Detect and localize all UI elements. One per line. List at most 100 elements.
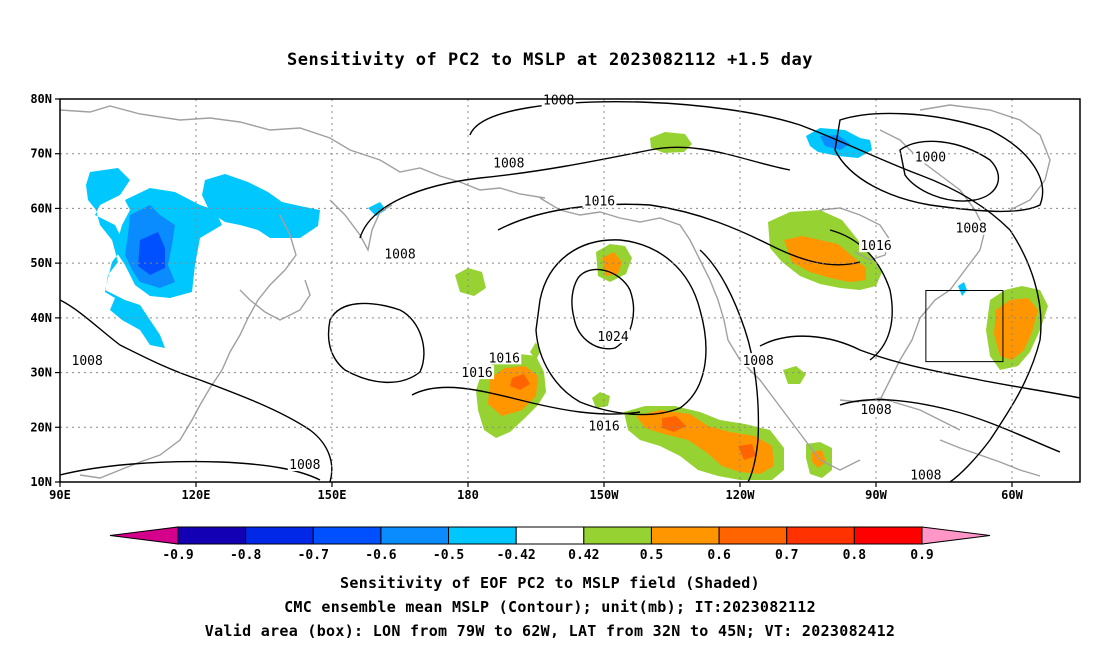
mslp-contours — [60, 101, 1080, 482]
colorbar-low-extension — [109, 526, 179, 545]
contour-label: 1008 — [384, 247, 415, 262]
contour-label-bg — [913, 149, 948, 164]
colorbar-segment — [515, 526, 585, 545]
contour-label-bg — [383, 246, 417, 261]
contour-1000-greenland — [899, 140, 1000, 202]
blue-region-east-siberia — [202, 174, 320, 238]
lat-tick-label: 80N — [30, 92, 52, 106]
lon-tick-label: 180 — [457, 488, 479, 502]
contour-label-bg — [582, 193, 617, 208]
colorbar-segment — [583, 526, 652, 545]
blue-region-greenland-core — [820, 135, 850, 150]
orange-region-gulf-alaska — [602, 252, 622, 276]
contour-label: 1016 — [860, 239, 891, 254]
colorbar-label: 0.42 — [568, 548, 599, 563]
colorbar-label: -0.5 — [433, 548, 464, 563]
blue-region-siberia — [86, 168, 165, 348]
contour-label: 1008 — [72, 354, 103, 369]
contour-label-bg — [70, 353, 105, 368]
coast-north-america-east — [869, 129, 986, 411]
coast-siberia-north — [60, 105, 546, 199]
colorbar-segment — [786, 526, 855, 545]
red-region-hawaii — [510, 374, 530, 390]
lat-tick-label: 20N — [30, 420, 52, 434]
colorbar-label: -0.6 — [365, 548, 396, 563]
contour-1016-south — [411, 386, 641, 415]
colorbar-label: -0.7 — [298, 548, 329, 563]
contour-label: 1008 — [742, 354, 773, 369]
contour-1008-north-pacific — [359, 146, 791, 239]
contour-label: 1000 — [915, 151, 946, 166]
colorbar-segment — [312, 526, 382, 545]
orange-region-canada — [784, 236, 866, 282]
contour-label: 1016 — [588, 420, 619, 435]
plot-frame — [59, 98, 1081, 483]
colorbar-label: -0.42 — [497, 548, 536, 563]
contour-label-bg — [487, 350, 522, 365]
lat-tick-label: 40N — [30, 311, 52, 325]
colorbar-segment — [650, 526, 720, 545]
green-region-aleutian — [455, 268, 486, 296]
colorbar-segment — [380, 526, 450, 545]
lon-tick-label: 90W — [865, 488, 887, 502]
red-region-east-pacific-1 — [662, 416, 686, 432]
lat-tick-label: 10N — [30, 475, 52, 489]
colorbar-segment — [245, 526, 314, 545]
colorbar-segment — [177, 526, 247, 545]
colorbar-label: 0.5 — [640, 548, 663, 563]
coast-south-america — [939, 439, 1041, 477]
green-region-small — [592, 392, 610, 408]
contour-1008-greenland-loop — [834, 112, 1044, 213]
contour-1008-caribbean — [839, 398, 1061, 453]
contour-1016-high — [535, 239, 707, 416]
lon-tick-label: 120W — [726, 488, 756, 502]
contour-label-bg — [859, 401, 893, 416]
colorbar-label: 0.8 — [843, 548, 867, 563]
contour-label: 1008 — [956, 222, 987, 237]
contour-1008-east-us — [759, 335, 1080, 399]
lat-tick-label: 70N — [30, 147, 52, 161]
contour-label-bg — [596, 329, 631, 344]
coast-alaska — [539, 197, 861, 471]
lat-tick-label: 60N — [30, 201, 52, 215]
blue-region-nova-scotia — [958, 282, 967, 296]
contour-1008-south-asia — [60, 460, 321, 481]
caption-line-2: CMC ensemble mean MSLP (Contour); unit(m… — [284, 598, 816, 616]
valid-area-box — [925, 290, 1004, 363]
contour-label-bg — [954, 220, 989, 235]
contour-1016-west-pacific — [327, 302, 425, 383]
blue-region-kamchatka — [368, 202, 386, 216]
contour-label: 1016 — [584, 194, 615, 209]
contour-label-bg — [741, 353, 776, 368]
contour-1008-west-america — [699, 249, 760, 482]
colorbar-segment — [718, 526, 788, 545]
lon-tick-label: 120E — [182, 488, 211, 502]
contour-label: 1008 — [493, 157, 524, 172]
lon-tick-label: 150W — [590, 488, 620, 502]
contour-label-bg — [287, 457, 322, 472]
colorbar-segment — [853, 526, 923, 545]
colorbar-label: -0.9 — [162, 548, 193, 563]
chart-title: Sensitivity of PC2 to MSLP at 2023082112… — [286, 50, 813, 70]
contour-label-bg — [491, 155, 526, 170]
coast-caribbean — [839, 397, 961, 431]
colorbar: -0.9 -0.8 -0.7 -0.6 -0.5 -0.42 0.42 0.5 0.6 0.7 0.… — [109, 526, 991, 563]
coast-kamchatka — [329, 199, 393, 253]
contour-label-bg — [460, 365, 495, 380]
contour-1008-atlantic — [949, 229, 1042, 482]
contour-label: 1016 — [461, 366, 492, 381]
colorbar-high-extension — [921, 526, 991, 545]
contour-label: 1024 — [597, 330, 628, 345]
green-region-gulf — [783, 366, 806, 384]
lon-tick-label: 150E — [318, 488, 347, 502]
contour-label-bg — [908, 467, 943, 482]
colorbar-segment — [448, 526, 517, 545]
lon-tick-label: 90E — [49, 488, 71, 502]
sensitivity-shading — [86, 128, 1048, 480]
contour-label: 1008 — [910, 468, 941, 483]
coast-hudson-bay — [819, 207, 891, 261]
red-region-east-pacific-2 — [738, 444, 756, 460]
caption-line-1: Sensitivity of EOF PC2 to MSLP field (Sh… — [340, 574, 760, 592]
colorbar-label: -0.8 — [230, 548, 261, 563]
